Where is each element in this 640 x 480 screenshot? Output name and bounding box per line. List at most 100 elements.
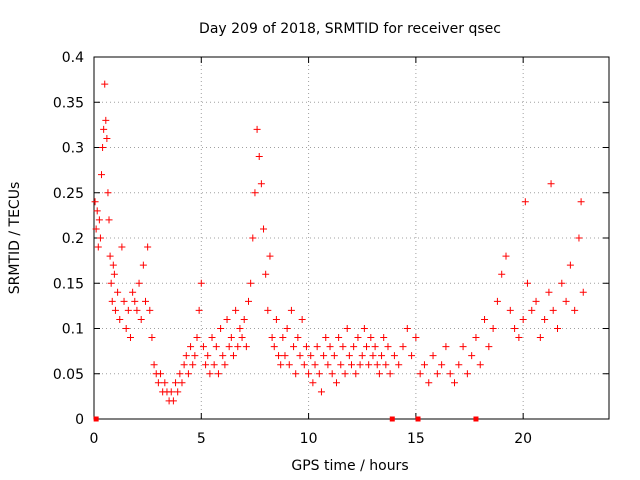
- data-point: [307, 352, 315, 360]
- data-point: [137, 315, 145, 323]
- data-point: [332, 379, 340, 387]
- data-point: [384, 343, 392, 351]
- data-point: [455, 361, 463, 369]
- data-point: [133, 306, 141, 314]
- y-tick-label: 0.3: [62, 141, 84, 157]
- data-point: [476, 361, 484, 369]
- data-point: [126, 334, 134, 342]
- data-point: [579, 288, 587, 296]
- data-point: [360, 325, 368, 332]
- data-point: [519, 315, 527, 323]
- data-point: [227, 334, 235, 342]
- data-point: [498, 270, 506, 278]
- data-point: [264, 306, 272, 314]
- data-point: [120, 297, 128, 305]
- data-point: [302, 343, 310, 351]
- x-axis-label: GPS time / hours: [291, 458, 408, 474]
- x-tick-label: 20: [514, 431, 532, 447]
- data-point: [511, 325, 519, 332]
- data-point: [106, 252, 114, 260]
- data-point: [255, 153, 263, 161]
- data-point: [545, 288, 553, 296]
- data-point: [210, 361, 218, 369]
- data-point: [103, 134, 111, 142]
- data-point: [577, 198, 585, 206]
- data-point: [214, 370, 222, 378]
- data-point: [287, 306, 295, 314]
- data-point: [178, 379, 186, 387]
- data-point: [277, 361, 285, 369]
- data-point: [358, 352, 366, 360]
- data-point: [547, 180, 555, 188]
- data-point: [118, 243, 126, 251]
- data-point: [101, 80, 109, 88]
- data-point: [382, 361, 390, 369]
- data-point: [169, 397, 177, 405]
- x-tick-label: 10: [300, 431, 318, 447]
- gap-marker: [93, 416, 99, 422]
- data-point: [251, 189, 259, 197]
- data-point: [238, 334, 246, 342]
- data-point: [99, 144, 107, 151]
- gap-marker: [389, 416, 395, 422]
- data-point: [378, 352, 386, 360]
- data-point: [148, 334, 156, 342]
- data-point: [204, 352, 212, 360]
- data-point: [206, 370, 214, 378]
- data-point: [189, 361, 197, 369]
- data-point: [257, 180, 265, 188]
- data-point: [309, 379, 317, 387]
- y-tick-label: 0.2: [62, 231, 84, 247]
- data-point: [429, 352, 437, 360]
- data-point: [350, 343, 358, 351]
- data-point: [223, 315, 231, 323]
- data-point: [571, 306, 579, 314]
- y-tick-label: 0.1: [62, 322, 84, 338]
- data-point: [313, 343, 321, 351]
- data-point: [174, 388, 182, 396]
- data-point: [96, 234, 104, 242]
- data-point: [451, 379, 458, 387]
- data-point: [317, 388, 325, 396]
- data-point: [95, 216, 103, 224]
- data-point: [142, 297, 149, 305]
- data-point: [315, 370, 323, 378]
- data-points: [91, 80, 587, 405]
- data-point: [270, 343, 278, 351]
- data-point: [212, 343, 220, 351]
- data-point: [105, 216, 113, 224]
- data-point: [311, 361, 319, 369]
- data-point: [187, 343, 195, 351]
- data-point: [305, 370, 313, 378]
- data-point: [242, 343, 250, 351]
- data-point: [328, 370, 336, 378]
- data-point: [114, 288, 122, 296]
- data-point: [356, 361, 364, 369]
- data-point: [124, 306, 132, 314]
- data-point: [541, 315, 549, 323]
- data-point: [468, 352, 476, 360]
- data-point: [412, 334, 420, 342]
- data-point: [150, 361, 158, 369]
- data-point: [380, 334, 388, 342]
- data-point: [266, 252, 274, 260]
- data-point: [110, 270, 118, 278]
- data-point: [161, 379, 169, 387]
- data-point: [549, 306, 557, 314]
- data-point: [275, 352, 283, 360]
- data-point: [268, 334, 276, 342]
- data-point: [575, 234, 583, 242]
- data-point: [459, 343, 467, 351]
- y-tick-label: 0.4: [62, 50, 84, 66]
- y-tick-label: 0.15: [53, 276, 84, 292]
- data-point: [208, 334, 216, 342]
- data-point: [109, 261, 117, 269]
- data-point: [253, 125, 261, 133]
- data-point: [104, 189, 112, 197]
- data-point: [191, 352, 199, 360]
- data-point: [371, 343, 379, 351]
- data-point: [285, 361, 293, 369]
- data-point: [337, 361, 345, 369]
- data-point: [463, 370, 471, 378]
